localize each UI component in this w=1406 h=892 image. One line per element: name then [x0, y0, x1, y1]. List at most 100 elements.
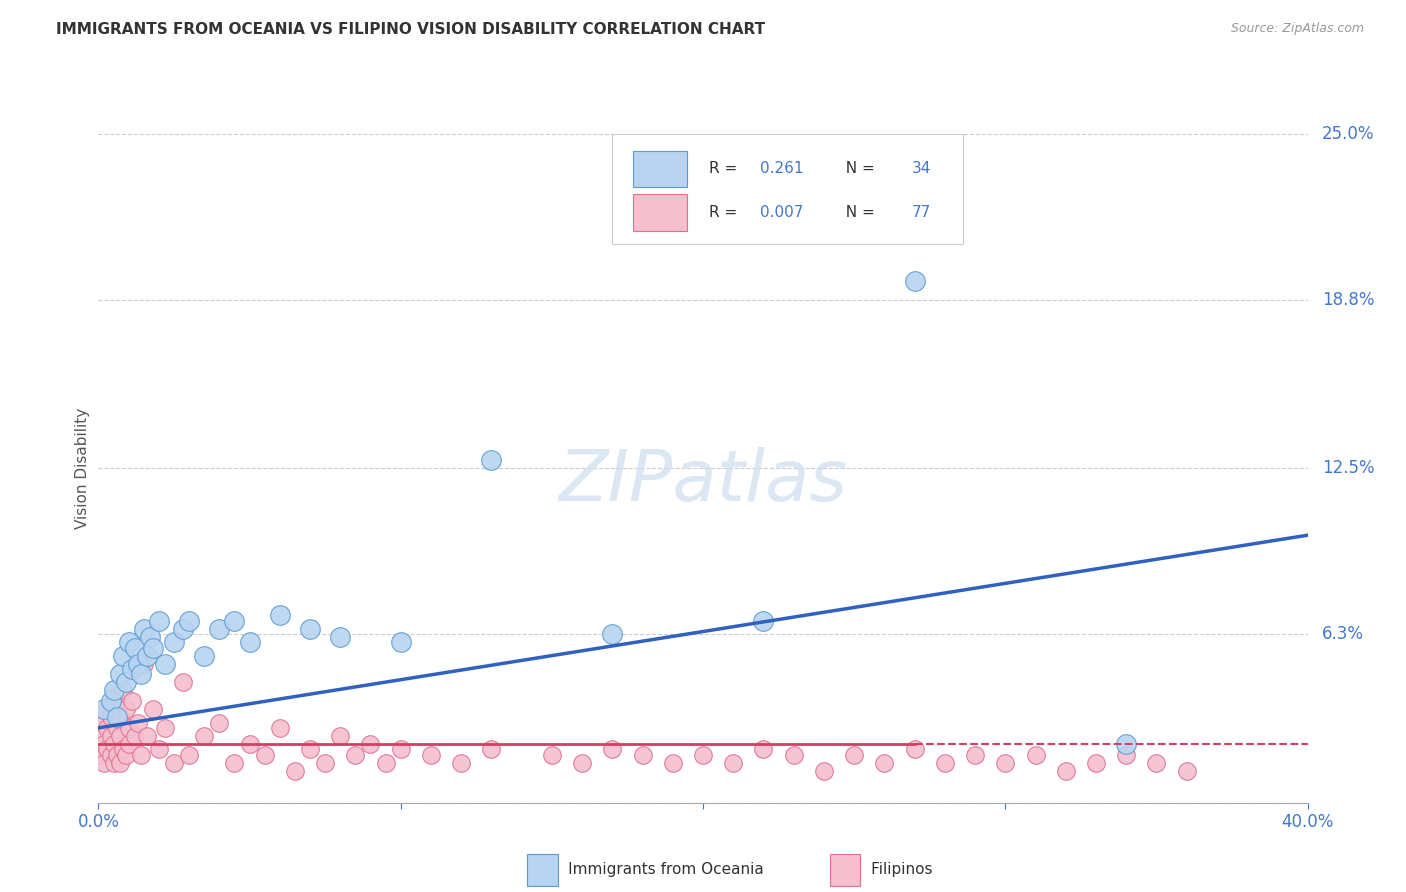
Point — [177, 614, 201, 628]
Point — [389, 635, 412, 649]
Point — [108, 710, 131, 724]
Point — [114, 702, 136, 716]
Point — [118, 721, 141, 735]
Point — [208, 715, 231, 730]
Point — [904, 742, 927, 756]
Point — [481, 453, 503, 467]
Point — [1144, 756, 1167, 770]
Point — [96, 702, 118, 716]
Point — [1115, 747, 1137, 762]
Point — [253, 747, 276, 762]
Text: N =: N = — [837, 161, 880, 177]
Point — [269, 721, 291, 735]
Text: 6.3%: 6.3% — [1322, 625, 1364, 643]
Point — [135, 648, 157, 663]
Point — [111, 683, 134, 698]
Point — [127, 657, 149, 671]
Text: 0.261: 0.261 — [759, 161, 803, 177]
Point — [177, 747, 201, 762]
Point — [752, 742, 775, 756]
Point — [208, 622, 231, 636]
Point — [692, 747, 714, 762]
Text: 77: 77 — [912, 205, 931, 220]
Point — [172, 675, 194, 690]
Point — [193, 729, 215, 743]
FancyBboxPatch shape — [633, 194, 688, 231]
Point — [419, 747, 441, 762]
Text: Source: ZipAtlas.com: Source: ZipAtlas.com — [1230, 22, 1364, 36]
Point — [100, 747, 122, 762]
Point — [1085, 756, 1108, 770]
Point — [96, 742, 118, 756]
Point — [269, 608, 291, 623]
Point — [481, 742, 503, 756]
Point — [103, 756, 125, 770]
Point — [105, 747, 128, 762]
Point — [934, 756, 956, 770]
Point — [299, 622, 322, 636]
Point — [239, 737, 262, 751]
Point — [360, 737, 382, 751]
Text: 0.007: 0.007 — [759, 205, 803, 220]
Point — [105, 710, 128, 724]
Point — [721, 756, 744, 770]
Point — [1024, 747, 1046, 762]
Point — [111, 648, 134, 663]
Point — [108, 729, 131, 743]
Point — [121, 662, 143, 676]
Point — [103, 737, 125, 751]
Point — [142, 702, 165, 716]
Point — [844, 747, 866, 762]
Point — [121, 694, 143, 708]
Point — [93, 702, 115, 716]
Point — [374, 756, 396, 770]
Point — [631, 747, 654, 762]
Text: 12.5%: 12.5% — [1322, 459, 1374, 477]
Point — [163, 635, 186, 649]
Point — [105, 694, 128, 708]
Point — [193, 648, 215, 663]
Point — [329, 630, 352, 644]
Text: 25.0%: 25.0% — [1322, 125, 1374, 143]
Text: IMMIGRANTS FROM OCEANIA VS FILIPINO VISION DISABILITY CORRELATION CHART: IMMIGRANTS FROM OCEANIA VS FILIPINO VISI… — [56, 22, 765, 37]
Point — [90, 729, 112, 743]
Text: R =: R = — [709, 161, 742, 177]
Point — [129, 747, 152, 762]
Point — [813, 764, 835, 778]
Point — [114, 747, 136, 762]
Point — [108, 667, 131, 681]
Point — [118, 737, 141, 751]
Point — [782, 747, 804, 762]
Point — [904, 274, 927, 288]
Point — [100, 710, 122, 724]
Point — [540, 747, 562, 762]
Point — [965, 747, 987, 762]
Point — [108, 756, 131, 770]
Point — [93, 737, 115, 751]
Point — [153, 721, 176, 735]
Point — [224, 614, 246, 628]
Point — [132, 622, 155, 636]
Point — [224, 756, 246, 770]
Point — [93, 756, 115, 770]
Point — [132, 657, 155, 671]
Point — [90, 747, 112, 762]
Point — [139, 630, 162, 644]
Point — [172, 622, 194, 636]
Point — [96, 721, 118, 735]
Point — [111, 742, 134, 756]
Point — [93, 715, 115, 730]
Point — [314, 756, 336, 770]
Point — [661, 756, 683, 770]
Point — [103, 683, 125, 698]
Text: ZIPatlas: ZIPatlas — [558, 447, 848, 516]
Text: R =: R = — [709, 205, 742, 220]
Point — [994, 756, 1017, 770]
Point — [142, 640, 165, 655]
Text: 34: 34 — [912, 161, 932, 177]
Point — [148, 742, 170, 756]
Y-axis label: Vision Disability: Vision Disability — [75, 408, 90, 529]
Point — [163, 756, 186, 770]
Point — [118, 635, 141, 649]
Point — [127, 715, 149, 730]
